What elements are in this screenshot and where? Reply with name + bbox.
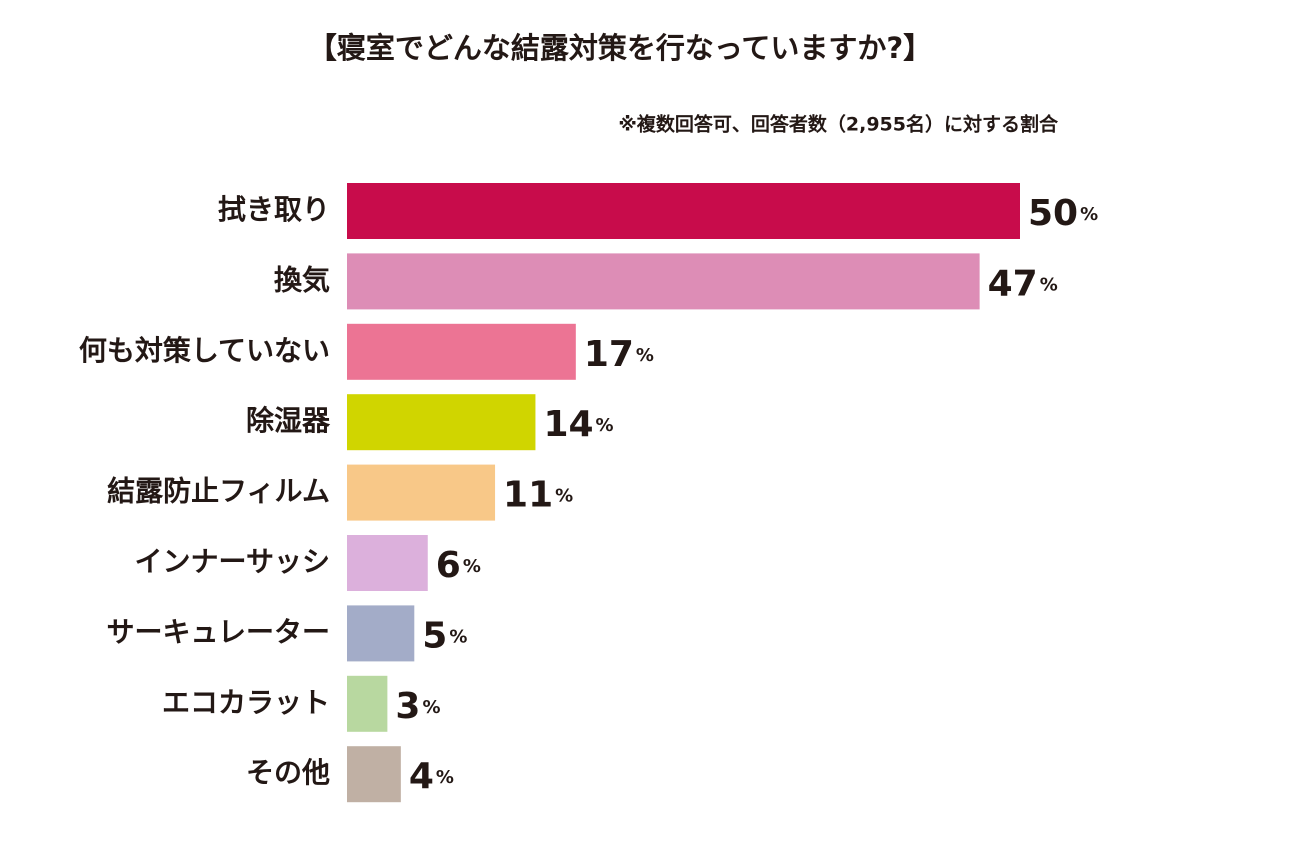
value-label: 50% bbox=[1028, 193, 1098, 234]
bar bbox=[347, 605, 415, 662]
category-label: 換気 bbox=[274, 263, 330, 296]
bar bbox=[347, 535, 428, 591]
value-label: 14% bbox=[543, 404, 613, 445]
category-label: エコカラット bbox=[162, 686, 330, 719]
chart-title: 【寝室でどんな結露対策を行なっていますか?】 bbox=[308, 31, 932, 65]
bar bbox=[347, 746, 401, 803]
value-label: 5% bbox=[422, 615, 467, 656]
value-label: 6% bbox=[436, 545, 481, 586]
bar bbox=[347, 323, 576, 380]
bar bbox=[347, 253, 980, 310]
category-label: サーキュレーター bbox=[107, 615, 330, 648]
value-label: 17% bbox=[584, 334, 654, 375]
value-label: 47% bbox=[988, 263, 1058, 304]
chart-subtitle: ※複数回答可、回答者数（2,955名）に対する割合 bbox=[618, 113, 1059, 136]
value-label: 3% bbox=[395, 686, 440, 727]
category-label: 結露防止フィルム bbox=[107, 475, 330, 508]
category-label: 何も対策していない bbox=[79, 334, 330, 367]
category-label: 拭き取り bbox=[218, 193, 330, 226]
bar bbox=[347, 675, 388, 732]
bar bbox=[347, 183, 1020, 239]
category-label: その他 bbox=[246, 756, 330, 789]
value-label: 11% bbox=[503, 475, 573, 516]
category-label: インナーサッシ bbox=[135, 545, 330, 578]
category-label: 除湿器 bbox=[246, 404, 331, 437]
bar bbox=[347, 464, 496, 521]
value-label: 4% bbox=[409, 756, 454, 797]
bar bbox=[347, 394, 536, 451]
